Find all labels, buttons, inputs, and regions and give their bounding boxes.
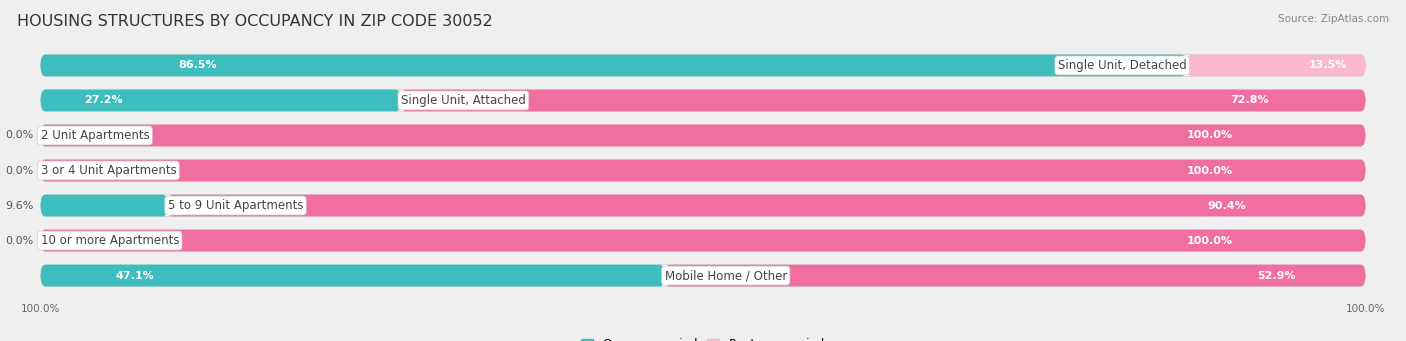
FancyBboxPatch shape	[41, 55, 1365, 76]
Text: 100.0%: 100.0%	[1187, 165, 1233, 176]
Text: 86.5%: 86.5%	[179, 60, 217, 71]
FancyBboxPatch shape	[41, 230, 1365, 251]
FancyBboxPatch shape	[41, 265, 665, 286]
Text: 72.8%: 72.8%	[1230, 95, 1270, 105]
Text: 10 or more Apartments: 10 or more Apartments	[41, 234, 179, 247]
Text: Single Unit, Attached: Single Unit, Attached	[401, 94, 526, 107]
Text: 0.0%: 0.0%	[6, 165, 34, 176]
FancyBboxPatch shape	[41, 195, 167, 217]
FancyBboxPatch shape	[665, 265, 1365, 286]
Text: 100.0%: 100.0%	[1187, 236, 1233, 246]
FancyBboxPatch shape	[41, 124, 1365, 146]
Text: HOUSING STRUCTURES BY OCCUPANCY IN ZIP CODE 30052: HOUSING STRUCTURES BY OCCUPANCY IN ZIP C…	[17, 14, 492, 29]
FancyBboxPatch shape	[41, 55, 1187, 76]
Text: 90.4%: 90.4%	[1206, 201, 1246, 210]
Text: 13.5%: 13.5%	[1309, 60, 1347, 71]
FancyBboxPatch shape	[41, 160, 1365, 181]
FancyBboxPatch shape	[41, 230, 1365, 251]
Text: 5 to 9 Unit Apartments: 5 to 9 Unit Apartments	[167, 199, 304, 212]
FancyBboxPatch shape	[41, 195, 1365, 217]
Text: 2 Unit Apartments: 2 Unit Apartments	[41, 129, 149, 142]
Legend: Owner-occupied, Renter-occupied: Owner-occupied, Renter-occupied	[581, 338, 825, 341]
Text: 27.2%: 27.2%	[84, 95, 122, 105]
FancyBboxPatch shape	[41, 265, 1365, 286]
FancyBboxPatch shape	[41, 90, 401, 111]
FancyBboxPatch shape	[167, 195, 1365, 217]
Text: 47.1%: 47.1%	[115, 270, 155, 281]
FancyBboxPatch shape	[41, 90, 1365, 111]
FancyBboxPatch shape	[41, 160, 1365, 181]
Text: 52.9%: 52.9%	[1257, 270, 1295, 281]
Text: 100.0%: 100.0%	[1187, 131, 1233, 140]
FancyBboxPatch shape	[401, 90, 1365, 111]
Text: 0.0%: 0.0%	[6, 236, 34, 246]
Text: 9.6%: 9.6%	[6, 201, 34, 210]
Text: 3 or 4 Unit Apartments: 3 or 4 Unit Apartments	[41, 164, 176, 177]
Text: Source: ZipAtlas.com: Source: ZipAtlas.com	[1278, 14, 1389, 24]
FancyBboxPatch shape	[41, 124, 1365, 146]
Text: Single Unit, Detached: Single Unit, Detached	[1057, 59, 1187, 72]
Text: Mobile Home / Other: Mobile Home / Other	[665, 269, 787, 282]
Text: 0.0%: 0.0%	[6, 131, 34, 140]
FancyBboxPatch shape	[1187, 55, 1365, 76]
